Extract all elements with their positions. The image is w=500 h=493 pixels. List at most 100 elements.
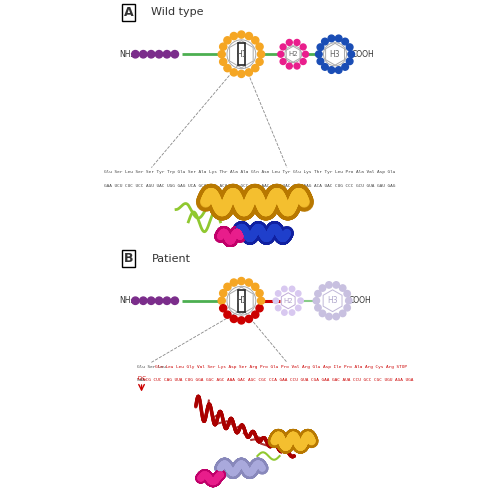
Circle shape [273, 298, 278, 303]
Circle shape [322, 64, 328, 70]
Circle shape [230, 279, 237, 286]
Circle shape [340, 285, 346, 291]
Circle shape [333, 314, 340, 320]
Circle shape [315, 290, 321, 297]
Circle shape [276, 291, 281, 296]
Circle shape [252, 283, 259, 290]
Circle shape [342, 64, 348, 70]
Circle shape [140, 51, 147, 58]
Circle shape [276, 305, 281, 311]
Circle shape [348, 51, 354, 58]
Circle shape [317, 44, 324, 50]
Circle shape [230, 316, 237, 322]
Circle shape [132, 51, 139, 58]
Text: NH₂: NH₂ [120, 50, 134, 59]
Circle shape [290, 286, 295, 292]
Circle shape [316, 51, 322, 58]
Circle shape [156, 297, 162, 305]
Circle shape [238, 278, 245, 284]
Circle shape [333, 282, 340, 288]
Circle shape [315, 305, 321, 311]
Text: Wild type: Wild type [152, 7, 204, 17]
Circle shape [132, 297, 139, 305]
Circle shape [258, 297, 264, 304]
Circle shape [230, 33, 237, 39]
Circle shape [224, 283, 231, 290]
Circle shape [296, 305, 301, 311]
Circle shape [218, 297, 226, 304]
Circle shape [282, 286, 287, 292]
Circle shape [224, 65, 231, 71]
Circle shape [346, 297, 352, 304]
Circle shape [320, 285, 326, 291]
Text: H2: H2 [288, 51, 298, 57]
Text: A: A [124, 6, 134, 19]
Circle shape [300, 44, 306, 50]
Circle shape [340, 310, 346, 317]
Circle shape [171, 51, 178, 58]
Circle shape [294, 63, 300, 69]
Bar [238, 289, 245, 312]
Circle shape [322, 38, 328, 45]
Circle shape [224, 37, 231, 44]
Circle shape [286, 63, 292, 69]
Circle shape [346, 58, 353, 65]
Circle shape [140, 297, 147, 305]
Bar [238, 43, 245, 65]
Circle shape [278, 51, 283, 57]
Text: Glu Ser Leu: Glu Ser Leu [136, 365, 168, 369]
Circle shape [224, 311, 231, 318]
Circle shape [326, 314, 332, 320]
Circle shape [256, 289, 263, 297]
Circle shape [171, 297, 178, 305]
Circle shape [300, 59, 306, 65]
Circle shape [220, 289, 227, 297]
Circle shape [344, 290, 350, 297]
Circle shape [320, 310, 326, 317]
Circle shape [258, 51, 264, 58]
Circle shape [156, 51, 162, 58]
Circle shape [280, 59, 286, 65]
Circle shape [246, 33, 252, 39]
Circle shape [256, 305, 263, 312]
Circle shape [313, 297, 320, 304]
Text: GCG CUC CAG UUA CUG GGA GGC AGC AAA GAC AGC CGC CCA GAA CCU GUA CGA GAA GAC AUA : GCG CUC CAG UUA CUG GGA GGC AGC AAA GAC … [142, 379, 413, 383]
Circle shape [280, 44, 286, 50]
Text: -DC: -DC [136, 376, 146, 381]
Circle shape [342, 38, 348, 45]
Circle shape [163, 51, 170, 58]
Circle shape [256, 58, 263, 66]
Text: H1: H1 [236, 296, 246, 305]
Circle shape [230, 69, 237, 76]
Circle shape [220, 58, 227, 66]
Circle shape [282, 310, 287, 315]
Circle shape [298, 298, 304, 303]
Circle shape [246, 279, 252, 286]
Circle shape [290, 310, 295, 315]
Circle shape [294, 39, 300, 45]
Circle shape [326, 282, 332, 288]
Circle shape [302, 51, 308, 57]
Text: B: B [124, 252, 134, 265]
Circle shape [286, 39, 292, 45]
Circle shape [252, 65, 259, 71]
Circle shape [238, 31, 245, 38]
Text: COOH: COOH [352, 50, 374, 59]
Text: Glu Ser Leu Ser Ser Tyr Trp Glu Ser Ala Lys Thr Ala Ala Gln Asn Leu Tyr Glu Lys : Glu Ser Leu Ser Ser Tyr Trp Glu Ser Ala … [104, 170, 396, 174]
Circle shape [252, 311, 259, 318]
Circle shape [220, 305, 227, 312]
Circle shape [148, 297, 155, 305]
Circle shape [246, 69, 252, 76]
Circle shape [220, 43, 227, 50]
Circle shape [296, 291, 301, 296]
Circle shape [238, 317, 245, 324]
Circle shape [218, 51, 226, 58]
Circle shape [336, 67, 342, 73]
Text: Gln Leu Leu Gly Val Ser Lys Asp Ser Arg Pro Glu Pro Val Arg Glu Asp Ile Pro Ala : Gln Leu Leu Gly Val Ser Lys Asp Ser Arg … [155, 365, 407, 369]
Text: NH₂: NH₂ [120, 296, 134, 305]
Text: H3: H3 [328, 296, 338, 305]
Circle shape [317, 58, 324, 65]
Text: COOH: COOH [349, 296, 372, 305]
Circle shape [328, 67, 335, 73]
Text: H1: H1 [236, 50, 246, 59]
